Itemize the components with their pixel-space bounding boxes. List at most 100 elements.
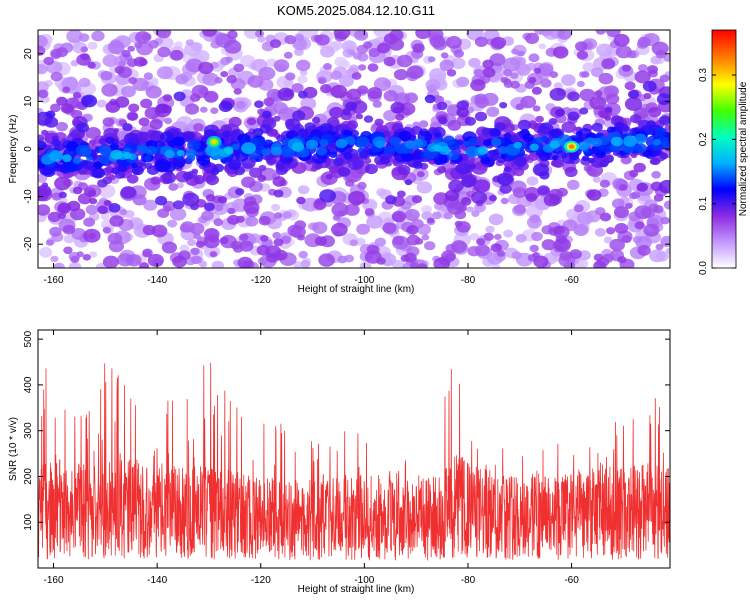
spectrogram-cell bbox=[298, 90, 308, 99]
spectrogram-cell bbox=[543, 193, 560, 207]
spectrogram-cell bbox=[252, 128, 264, 137]
spectrogram-y-tick-label: -10 bbox=[23, 189, 34, 204]
spectrogram-cell bbox=[503, 166, 512, 173]
spectrogram-cell bbox=[404, 209, 420, 221]
spectrogram-cell bbox=[520, 95, 537, 109]
spectrogram-cell bbox=[62, 154, 72, 163]
spectrogram-cell bbox=[320, 84, 332, 94]
spectrogram-cell bbox=[273, 238, 284, 247]
spectrogram-x-tick-label: -120 bbox=[251, 275, 271, 286]
spectrogram-cell bbox=[203, 90, 219, 103]
spectrogram-cell bbox=[109, 143, 120, 151]
spectrogram-cell bbox=[643, 92, 652, 100]
snr-y-tick-label: 500 bbox=[23, 330, 34, 347]
spectrogram-cell bbox=[517, 119, 531, 131]
spectrogram-cell bbox=[355, 237, 366, 246]
spectrogram-cell bbox=[62, 224, 76, 235]
spectrogram-cell bbox=[502, 57, 521, 72]
spectrogram-cell bbox=[594, 227, 606, 237]
spectrogram-cell bbox=[291, 83, 304, 93]
spectrogram-cell bbox=[225, 56, 233, 63]
spectrogram-cell bbox=[533, 67, 542, 74]
spectrogram-cell bbox=[496, 172, 514, 186]
spectrogram-cell bbox=[624, 202, 633, 209]
spectrogram-cell bbox=[136, 144, 148, 154]
spectrogram-cell bbox=[334, 56, 348, 67]
spectrogram-cell bbox=[522, 133, 535, 143]
spectrogram-cell bbox=[245, 216, 259, 227]
spectrogram-cell bbox=[39, 247, 53, 258]
spectrogram-y-tick-label: -20 bbox=[23, 237, 34, 252]
spectrogram-cell bbox=[258, 215, 271, 226]
spectrogram-cell bbox=[293, 261, 303, 268]
spectrogram-cell bbox=[313, 199, 327, 210]
figure-title: KOM5.2025.084.12.10.G11 bbox=[277, 3, 435, 18]
spectrogram-cell bbox=[354, 30, 369, 41]
snr-x-tick-label: -60 bbox=[564, 575, 579, 586]
spectrogram-cell bbox=[145, 85, 162, 99]
spectrogram-cell bbox=[363, 115, 374, 123]
spectrogram-cell bbox=[214, 77, 223, 84]
spectrogram-cell bbox=[429, 35, 446, 48]
spectrogram-cell bbox=[445, 189, 460, 202]
spectrogram-cell bbox=[333, 157, 344, 167]
spectrogram-cell bbox=[70, 60, 79, 67]
spectrogram-cell bbox=[41, 129, 49, 136]
spectrogram-cell bbox=[78, 77, 91, 88]
spectrogram-cell bbox=[176, 182, 184, 189]
spectrogram-cell bbox=[235, 151, 249, 162]
spectrogram-cell bbox=[609, 238, 625, 252]
spectrogram-cell bbox=[512, 187, 527, 198]
spectrogram-cell bbox=[605, 93, 620, 105]
spectrogram-cell bbox=[190, 93, 201, 102]
spectrogram-cell bbox=[97, 179, 108, 188]
spectrogram-cell bbox=[579, 88, 596, 102]
spectrogram-cell bbox=[594, 90, 603, 97]
spectrogram-cell bbox=[427, 56, 436, 63]
spectrogram-cell bbox=[138, 131, 149, 141]
spectrogram-cell bbox=[155, 195, 168, 206]
spectrogram-cell bbox=[531, 231, 543, 242]
spectrogram-cell bbox=[49, 150, 64, 162]
spectrogram-cell bbox=[300, 260, 311, 268]
spectrogram-cell bbox=[374, 118, 384, 127]
spectrogram-cell bbox=[335, 138, 348, 149]
snr-series-line bbox=[38, 362, 670, 561]
snr-x-label: Height of straight line (km) bbox=[298, 584, 415, 595]
spectrogram-x-ticks: -160 -140 -120 -100 -80 -60 bbox=[44, 30, 579, 286]
spectrogram-cell bbox=[66, 30, 83, 43]
spectrogram-cell bbox=[98, 137, 108, 145]
spectrogram-cell bbox=[541, 239, 556, 251]
spectrogram-cell bbox=[564, 166, 578, 178]
spectrogram-cell bbox=[231, 143, 240, 150]
spectrogram-cell bbox=[364, 163, 378, 175]
spectrogram-cell bbox=[510, 80, 520, 89]
spectrogram-cell bbox=[57, 212, 66, 220]
spectrogram-cell bbox=[573, 204, 584, 213]
spectrogram-cell bbox=[260, 235, 269, 242]
spectrogram-cell bbox=[610, 136, 623, 147]
spectrogram-cell bbox=[138, 117, 150, 127]
spectrogram-cell bbox=[80, 46, 89, 53]
spectrogram-cell bbox=[450, 240, 467, 253]
spectrogram-cell bbox=[483, 232, 494, 241]
spectrogram-cell bbox=[122, 123, 133, 132]
spectrogram-cell bbox=[372, 100, 382, 108]
spectrogram-cell bbox=[305, 139, 319, 150]
spectrogram-cell bbox=[272, 231, 281, 239]
spectrogram-cell bbox=[161, 241, 177, 254]
spectrogram-cell bbox=[367, 87, 383, 99]
spectrogram-cell bbox=[534, 30, 544, 35]
spectrogram-cell bbox=[347, 156, 365, 170]
spectrogram-cell bbox=[533, 255, 549, 268]
spectrogram-cell bbox=[214, 204, 224, 212]
spectrogram-cell bbox=[247, 75, 264, 88]
spectrogram-cell bbox=[318, 253, 335, 267]
spectrogram-cell bbox=[38, 89, 49, 99]
spectrogram-cell bbox=[284, 35, 297, 45]
spectrogram-cell bbox=[589, 96, 607, 110]
spectrogram-cell bbox=[173, 91, 186, 102]
spectrogram-y-label: Frequency (Hz) bbox=[8, 115, 19, 184]
spectrogram-x-tick-label: -160 bbox=[44, 275, 64, 286]
spectrogram-cell bbox=[664, 124, 670, 131]
